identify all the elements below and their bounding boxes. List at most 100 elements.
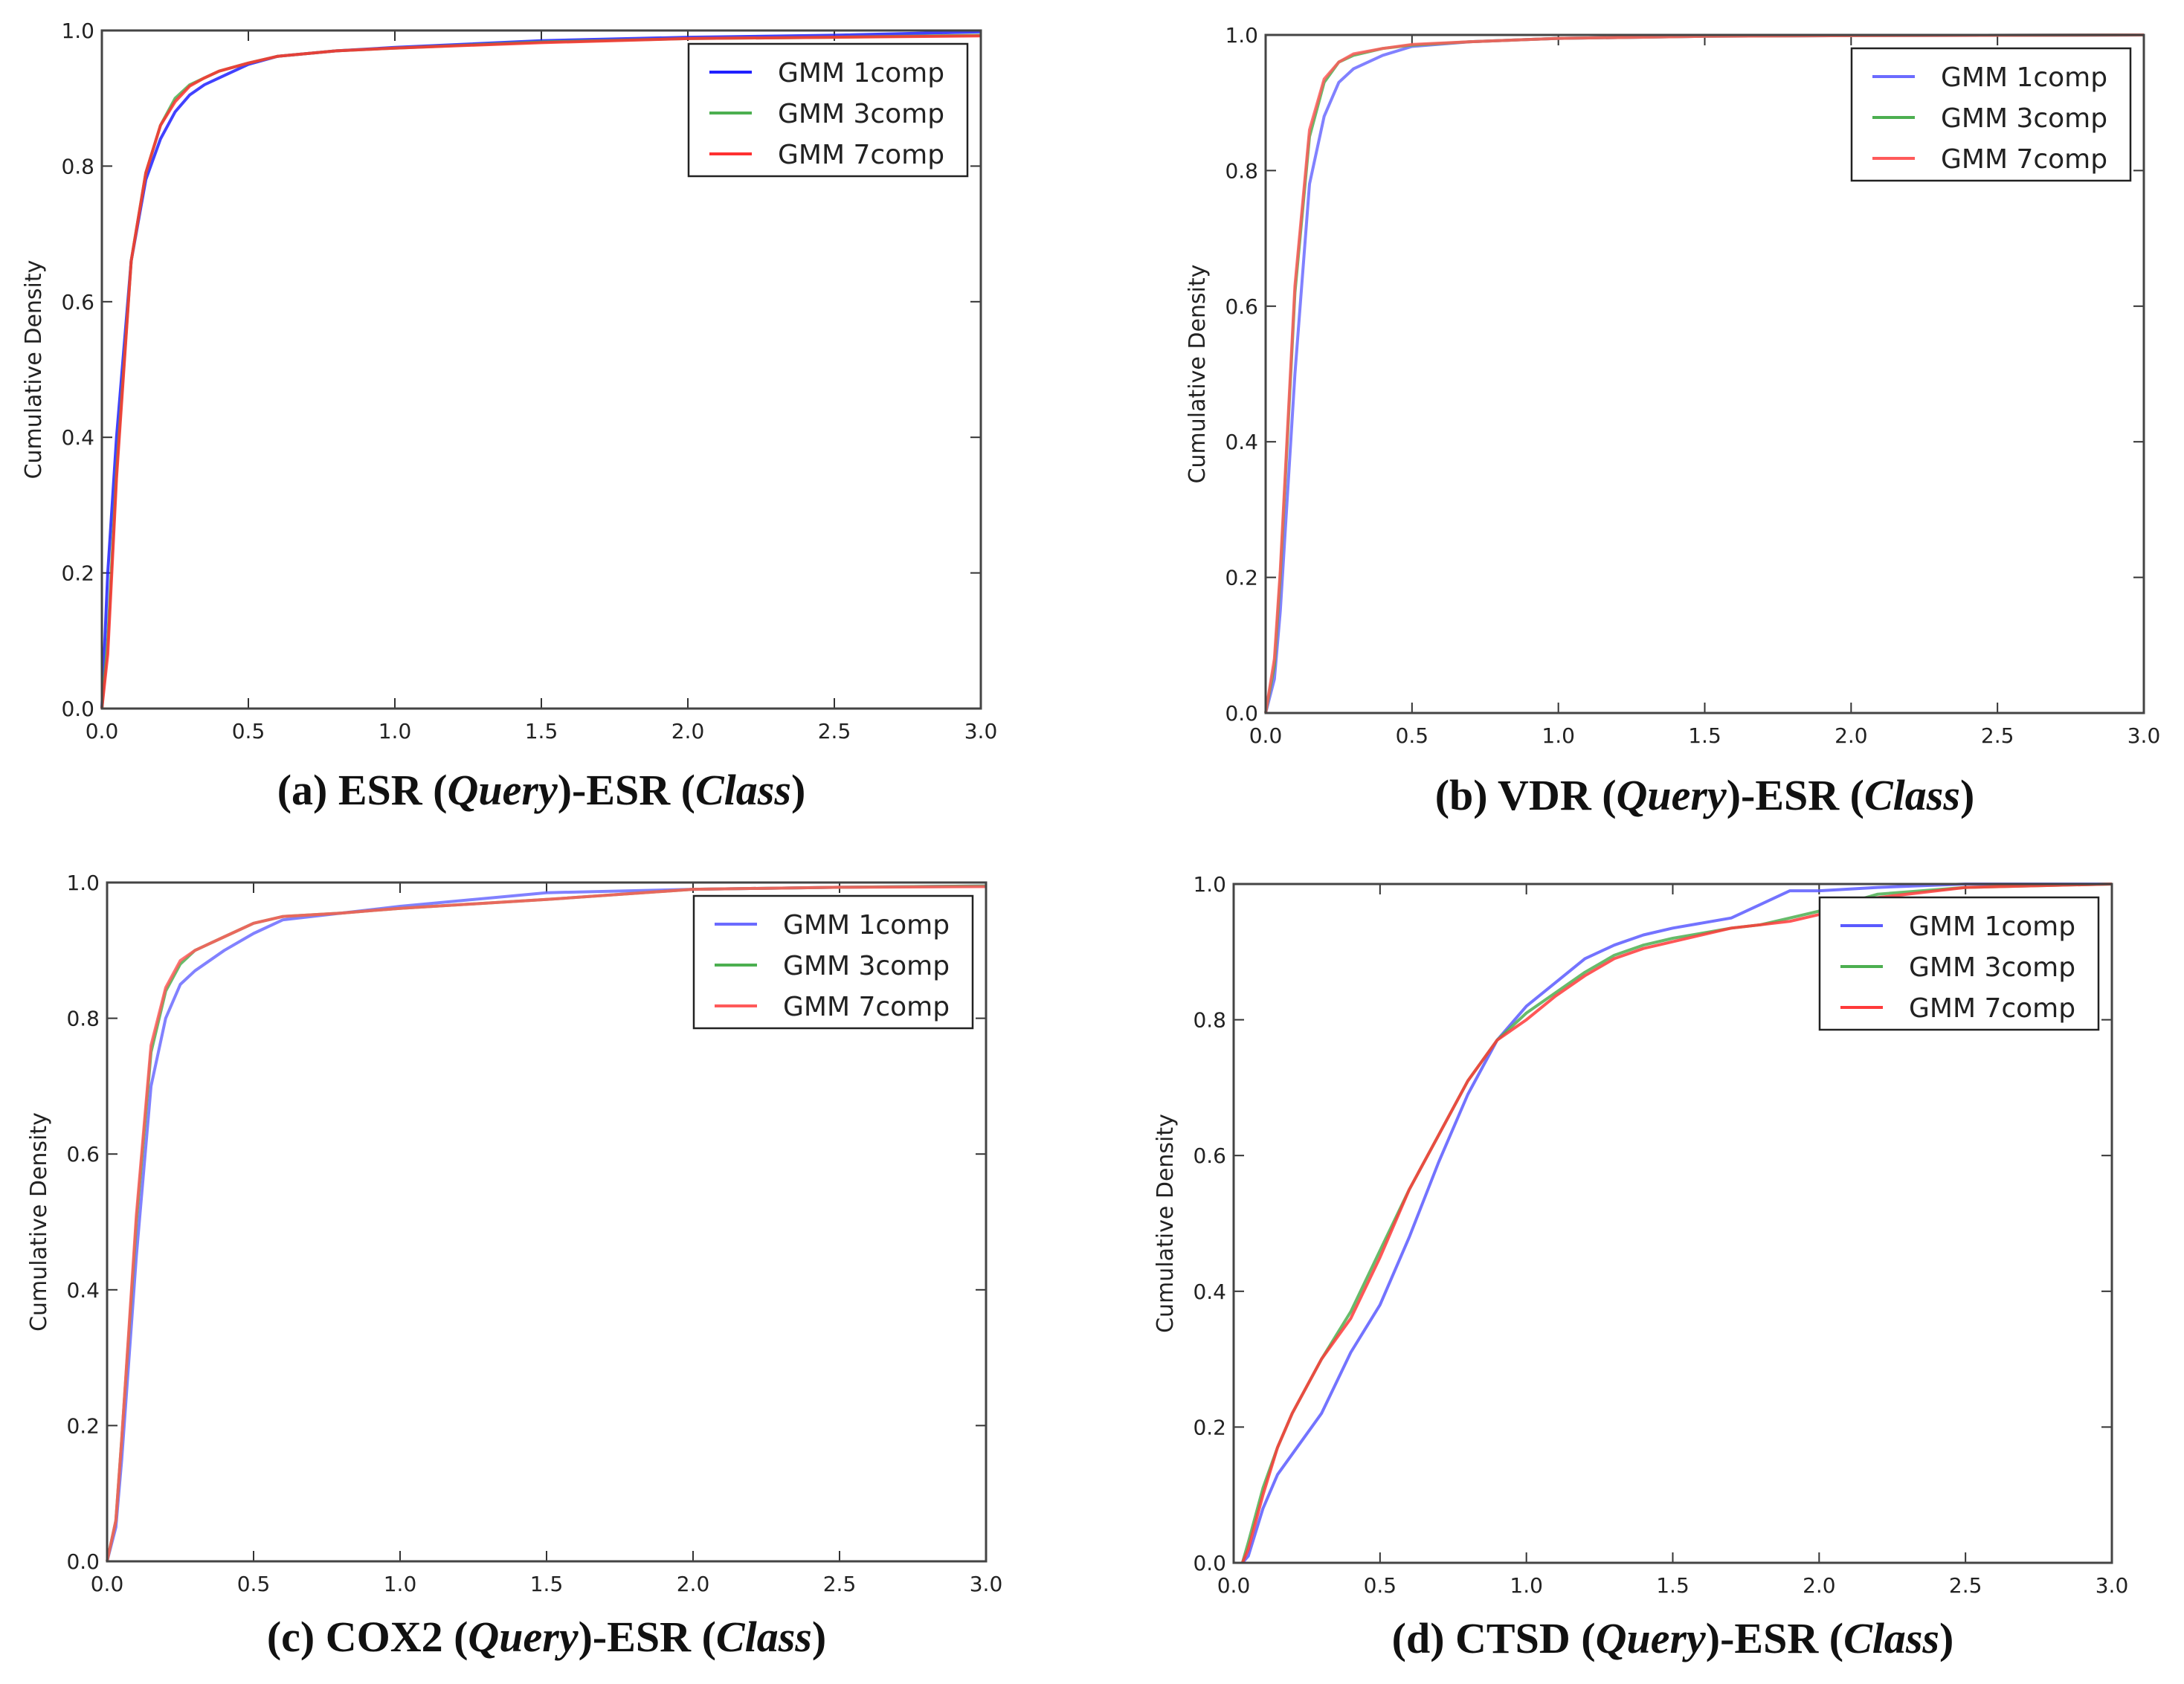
y-tick-label: 0.4	[66, 1278, 100, 1303]
panel-caption: (c) COX2 (Query)-ESR (Class)	[267, 1613, 826, 1661]
x-tick-label: 2.0	[677, 1572, 710, 1596]
x-tick-label: 1.0	[1510, 1573, 1543, 1598]
chart-panel-d: 0.0 0.5 1.0 1.5 2.0 2.5 3.0 0.0 0.2 0.4 0.6 0.8 1.0 C…	[1153, 872, 2128, 1662]
y-axis-label: Cumulative Density	[21, 260, 47, 480]
x-tick-label: 1.0	[1542, 723, 1575, 748]
caption-query: Query	[1617, 771, 1727, 819]
x-tick-label: 1.5	[525, 719, 558, 743]
y-tick-label: 0.4	[1193, 1280, 1226, 1304]
y-tick-label: 0.6	[61, 290, 94, 314]
caption-prefix: (d) CTSD (	[1392, 1614, 1596, 1662]
caption-class: Class	[1843, 1614, 1939, 1662]
x-tick-label: 2.0	[671, 719, 705, 743]
series-line-1	[106, 884, 987, 1562]
x-tick-label: 0.5	[232, 719, 265, 743]
chart-panel-a: 0.0 0.5 1.0 1.5 2.0 2.5 3.0 0.0 0.2 0.4 0.6 0.8 1.0 C…	[21, 19, 997, 814]
caption-mid: )-ESR (	[558, 766, 695, 814]
caption-class: Class	[695, 766, 791, 814]
legend: GMM 1comp GMM 3comp GMM 7comp	[692, 894, 974, 1030]
y-tick-label: 0.2	[1193, 1415, 1226, 1439]
caption-mid: )-ESR (	[1706, 1614, 1843, 1662]
caption-class: Class	[1864, 771, 1960, 819]
panel-caption: (a) ESR (Query)-ESR (Class)	[277, 766, 806, 814]
caption-suffix: )	[791, 766, 805, 814]
series-line-1	[1241, 883, 2112, 1564]
legend-label: GMM 7comp	[1909, 993, 2075, 1024]
x-tick-label: 2.5	[823, 1572, 857, 1596]
legend-label: GMM 1comp	[783, 910, 950, 941]
y-tick-label: 0.0	[1225, 701, 1258, 726]
legend-label: GMM 3comp	[783, 951, 950, 981]
y-axis-label: Cumulative Density	[1185, 265, 1211, 484]
x-tick-label: 1.5	[530, 1572, 564, 1596]
series-line-3	[1240, 883, 2113, 1564]
caption-prefix: (b) VDR (	[1435, 771, 1617, 819]
y-axis-label: Cumulative Density	[26, 1112, 52, 1332]
legend-label: GMM 3comp	[778, 99, 944, 129]
legend-label: GMM 1comp	[1941, 62, 2107, 93]
y-tick-label: 0.2	[1225, 566, 1258, 590]
caption-suffix: )	[1960, 771, 1974, 819]
x-tick-label: 0.0	[91, 1572, 124, 1596]
x-tick-label: 3.0	[964, 719, 998, 743]
x-tick-label: 2.0	[1835, 723, 1868, 748]
x-tick-label: 2.5	[818, 719, 851, 743]
y-tick-label: 0.8	[1193, 1008, 1226, 1033]
y-tick-label: 0.2	[61, 561, 94, 586]
x-tick-label: 2.0	[1803, 1573, 1836, 1598]
legend: GMM 1comp GMM 3comp GMM 7comp	[1850, 47, 2132, 182]
legend: GMM 1comp GMM 3comp GMM 7comp	[1818, 896, 2100, 1031]
caption-prefix: (c) COX2 (	[267, 1613, 468, 1661]
x-tick-label: 2.5	[1949, 1573, 1982, 1598]
x-tick-label: 1.5	[1688, 723, 1721, 748]
series-line-3	[1264, 33, 2145, 714]
y-axis-label: Cumulative Density	[1153, 1114, 1179, 1333]
legend-label: GMM 7comp	[778, 140, 944, 170]
x-tick-label: 3.0	[2127, 723, 2161, 748]
x-tick-label: 1.0	[384, 1572, 417, 1596]
caption-class: Class	[716, 1613, 812, 1661]
panel-caption: (b) VDR (Query)-ESR (Class)	[1435, 771, 1975, 819]
y-tick-label: 0.2	[66, 1413, 100, 1438]
caption-suffix: )	[812, 1613, 826, 1661]
series-line-3	[100, 34, 982, 709]
caption-query: Query	[468, 1613, 578, 1661]
legend-label: GMM 3comp	[1909, 952, 2075, 983]
y-tick-label: 0.8	[66, 1007, 100, 1031]
y-tick-label: 0.8	[1225, 158, 1258, 183]
caption-mid: )-ESR (	[1727, 771, 1864, 819]
y-tick-label: 0.4	[1225, 430, 1258, 454]
legend: GMM 1comp GMM 3comp GMM 7comp	[687, 42, 969, 178]
y-tick-label: 1.0	[1225, 23, 1258, 48]
legend-label: GMM 1comp	[778, 58, 944, 88]
x-tick-label: 2.5	[1981, 723, 2014, 748]
legend-label: GMM 1comp	[1909, 912, 2075, 942]
x-tick-label: 0.5	[1396, 723, 1429, 748]
chart-panel-c: 0.0 0.5 1.0 1.5 2.0 2.5 3.0 0.0 0.2 0.4 0.6 0.8 1.0 C…	[26, 871, 1002, 1661]
axes-frame	[1264, 33, 2145, 714]
caption-mid: )-ESR (	[579, 1613, 716, 1661]
y-tick-label: 0.8	[61, 154, 94, 178]
y-tick-label: 1.0	[66, 871, 100, 895]
y-tick-label: 0.0	[66, 1549, 100, 1574]
legend-label: GMM 7comp	[1941, 144, 2107, 175]
caption-query: Query	[448, 766, 558, 814]
y-tick-label: 0.0	[1193, 1551, 1226, 1575]
legend-label: GMM 7comp	[783, 992, 950, 1022]
x-tick-label: 1.0	[379, 719, 412, 743]
series-line-3	[106, 885, 987, 1562]
x-tick-label: 0.0	[86, 719, 119, 743]
y-tick-label: 1.0	[1193, 872, 1226, 897]
x-tick-label: 3.0	[2096, 1573, 2129, 1598]
x-tick-label: 0.5	[237, 1572, 271, 1596]
panel-caption: (d) CTSD (Query)-ESR (Class)	[1392, 1614, 1954, 1662]
x-tick-label: 0.0	[1249, 723, 1283, 748]
caption-prefix: (a) ESR (	[277, 766, 448, 814]
y-tick-label: 0.6	[1225, 294, 1258, 319]
y-tick-label: 0.0	[61, 697, 94, 721]
caption-query: Query	[1596, 1614, 1706, 1662]
caption-suffix: )	[1939, 1614, 1953, 1662]
x-tick-label: 3.0	[970, 1572, 1003, 1596]
x-tick-label: 1.5	[1656, 1573, 1689, 1598]
